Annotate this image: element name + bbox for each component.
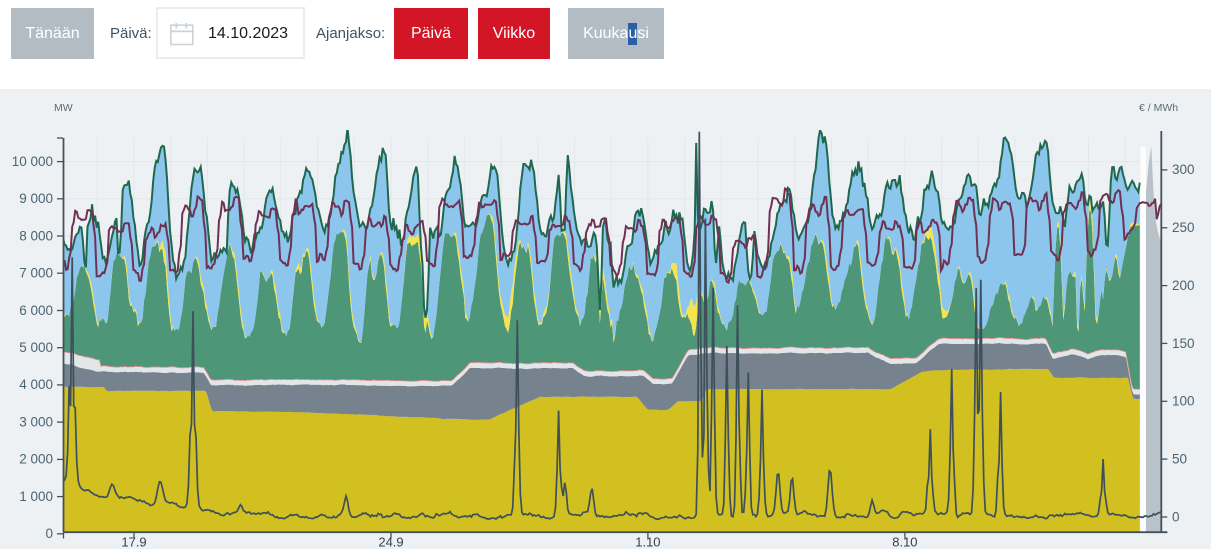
svg-text:2 000: 2 000 bbox=[19, 452, 53, 467]
svg-text:300: 300 bbox=[1172, 162, 1195, 177]
svg-text:0: 0 bbox=[45, 526, 53, 541]
svg-text:€ / MWh: € / MWh bbox=[1139, 102, 1178, 114]
svg-text:0: 0 bbox=[1172, 509, 1180, 524]
svg-text:50: 50 bbox=[1172, 451, 1187, 466]
svg-text:200: 200 bbox=[1172, 278, 1195, 293]
svg-text:1 000: 1 000 bbox=[19, 489, 53, 504]
svg-text:1.10: 1.10 bbox=[635, 535, 660, 550]
svg-text:4 000: 4 000 bbox=[19, 377, 53, 392]
svg-text:250: 250 bbox=[1172, 220, 1195, 235]
svg-text:17.9: 17.9 bbox=[121, 535, 146, 550]
svg-text:9 000: 9 000 bbox=[19, 191, 53, 206]
svg-text:7 000: 7 000 bbox=[19, 266, 53, 281]
svg-text:100: 100 bbox=[1172, 394, 1195, 409]
svg-text:5 000: 5 000 bbox=[19, 340, 53, 355]
svg-text:24.9: 24.9 bbox=[378, 535, 403, 550]
svg-text:MW: MW bbox=[54, 102, 73, 114]
svg-text:10 000: 10 000 bbox=[12, 154, 53, 169]
svg-text:3 000: 3 000 bbox=[19, 414, 53, 429]
svg-text:8.10: 8.10 bbox=[892, 535, 917, 550]
svg-text:8 000: 8 000 bbox=[19, 228, 53, 243]
svg-text:6 000: 6 000 bbox=[19, 303, 53, 318]
svg-text:150: 150 bbox=[1172, 336, 1195, 351]
